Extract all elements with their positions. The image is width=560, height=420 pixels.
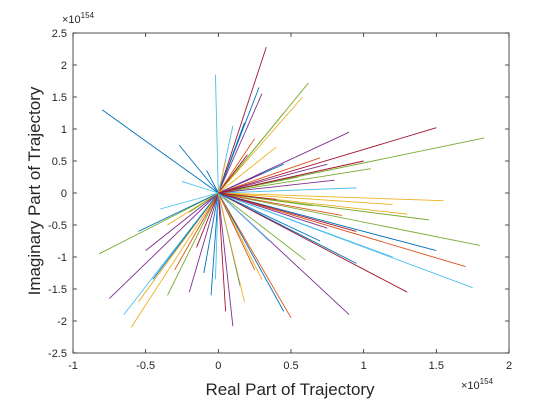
y-axis-label: Imaginary Part of Trajectory xyxy=(25,86,44,295)
trajectory-ray-75 xyxy=(218,160,364,194)
x-tick-label: -1 xyxy=(68,360,78,372)
trajectory-ray-64 xyxy=(206,170,219,194)
y-tick-label: 1 xyxy=(61,124,67,136)
trajectory-ray-47 xyxy=(98,192,219,255)
trajectory-ray-29 xyxy=(218,192,408,293)
y-tick-label: -2.5 xyxy=(48,348,67,360)
trajectory-ray-52 xyxy=(196,192,219,248)
trajectory-ray-73 xyxy=(218,146,277,194)
trajectory-ray-55 xyxy=(217,192,256,270)
trajectory-ray-62 xyxy=(217,154,248,194)
trajectory-ray-33 xyxy=(218,192,306,261)
trajectory-ray-67 xyxy=(217,138,256,194)
trajectory-ray-9 xyxy=(217,122,245,194)
trajectory-rays xyxy=(98,46,485,328)
y-tick-label: -2 xyxy=(57,316,67,328)
trajectory-ray-70 xyxy=(218,192,321,242)
trajectory-ray-38 xyxy=(188,192,219,293)
trajectory-ray-36 xyxy=(217,192,227,312)
x-tick-label: 0 xyxy=(215,360,221,372)
trajectory-ray-48 xyxy=(138,192,219,232)
trajectory-ray-45 xyxy=(174,192,219,271)
trajectory-ray-39 xyxy=(167,192,219,296)
x-tick-label: -0.5 xyxy=(136,360,155,372)
trajectory-ray-23 xyxy=(218,192,481,246)
trajectory-ray-60 xyxy=(218,192,277,200)
trajectory-ray-24 xyxy=(218,192,437,252)
y-exponent-power: 154 xyxy=(81,11,95,20)
trajectory-ray-46 xyxy=(145,192,219,251)
trajectory-ray-35 xyxy=(217,192,234,327)
trajectory-ray-19 xyxy=(218,192,444,202)
trajectory-ray-2 xyxy=(178,144,219,194)
trajectory-ray-15 xyxy=(218,168,372,194)
y-axis-ticks: -2.5 -2 -1.5 -1 -0.5 0 0.5 1 1.5 2 2.5 xyxy=(48,28,509,360)
trajectory-ray-12 xyxy=(218,131,350,194)
trajectory-ray-53 xyxy=(203,192,219,274)
trajectory-ray-16 xyxy=(218,157,321,194)
trajectory-ray-56 xyxy=(218,192,270,242)
x-tick-label: 1 xyxy=(361,360,367,372)
trajectory-ray-3 xyxy=(214,74,219,194)
trajectory-ray-72 xyxy=(214,192,219,280)
trajectory-ray-13 xyxy=(218,127,437,194)
trajectory-ray-57 xyxy=(218,192,328,229)
trajectory-ray-61 xyxy=(218,173,263,194)
plot-area: -1 -0.5 0 0.5 1 1.5 2 -2.5 -2 -1.5 -1 -0.5 0 0.5 1 1.5… xyxy=(48,28,512,372)
y-tick-label: -1 xyxy=(57,252,67,264)
trajectory-ray-8 xyxy=(217,96,303,194)
trajectory-ray-74 xyxy=(218,163,328,194)
x-axis-ticks: -1 -0.5 0 0.5 1 1.5 2 xyxy=(68,33,512,372)
trajectory-ray-4 xyxy=(217,46,267,194)
trajectory-ray-31 xyxy=(217,192,292,319)
trajectory-ray-58 xyxy=(218,192,342,216)
y-axis-exponent: ×10154 xyxy=(62,11,95,26)
x-exponent-base: ×10 xyxy=(461,380,480,392)
trajectory-ray-69 xyxy=(218,192,357,232)
x-tick-label: 2 xyxy=(506,360,512,372)
trajectory-ray-66 xyxy=(218,179,335,194)
trajectory-ray-63 xyxy=(217,160,227,194)
y-exponent-base: ×10 xyxy=(62,14,81,26)
x-tick-label: 0.5 xyxy=(283,360,298,372)
trajectory-ray-37 xyxy=(210,192,219,296)
trajectory-ray-68 xyxy=(181,181,219,194)
trajectory-ray-41 xyxy=(130,192,219,328)
y-tick-label: -0.5 xyxy=(48,220,67,232)
trajectory-ray-1 xyxy=(101,109,219,194)
trajectory-ray-50 xyxy=(160,192,219,210)
trajectory-ray-51 xyxy=(189,192,219,213)
trajectory-ray-18 xyxy=(218,187,357,194)
y-tick-label: -1.5 xyxy=(48,284,67,296)
trajectory-ray-43 xyxy=(109,192,219,299)
trajectory-ray-32 xyxy=(217,192,285,312)
trajectory-ray-71 xyxy=(217,192,245,302)
y-tick-label: 0.5 xyxy=(52,156,67,168)
trajectory-ray-21 xyxy=(218,192,393,205)
y-tick-label: 2.5 xyxy=(52,28,67,40)
trajectory-ray-11 xyxy=(217,112,285,194)
y-tick-label: 1.5 xyxy=(52,92,67,104)
x-exponent-power: 154 xyxy=(480,377,494,386)
trajectory-ray-25 xyxy=(218,192,466,268)
trajectory-ray-44 xyxy=(152,192,219,280)
trajectory-ray-6 xyxy=(217,93,263,194)
y-tick-label: 0 xyxy=(61,188,67,200)
y-tick-label: 2 xyxy=(61,60,67,72)
x-axis-exponent: ×10154 xyxy=(461,377,494,392)
x-tick-label: 1.5 xyxy=(429,360,444,372)
trajectory-ray-27 xyxy=(218,192,393,258)
x-axis-label: Real Part of Trajectory xyxy=(205,380,375,399)
